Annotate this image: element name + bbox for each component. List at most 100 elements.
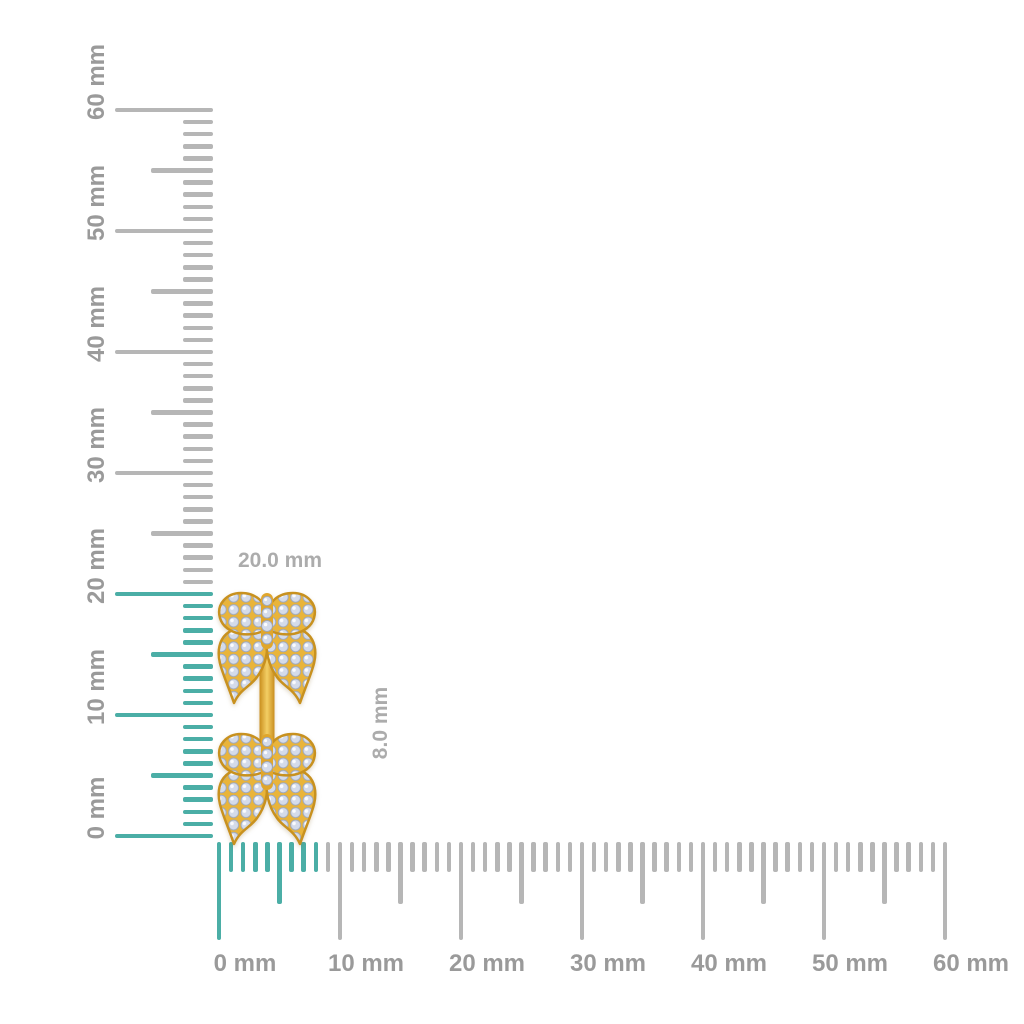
- ruler-tick: [712, 842, 718, 872]
- ruler-label: 60 mm: [83, 43, 110, 121]
- ruler-label: 50 mm: [811, 950, 889, 977]
- ruler-tick: [289, 842, 294, 872]
- ruler-tick: [652, 842, 657, 872]
- ruler-tick: [183, 724, 213, 730]
- ruler-tick: [183, 398, 213, 403]
- ruler-tick: [507, 842, 512, 872]
- ruler-tick: [531, 842, 536, 872]
- ruler-tick: [761, 842, 766, 904]
- ruler-tick: [183, 676, 213, 681]
- ruler-tick: [183, 119, 213, 125]
- ruler-tick: [422, 842, 427, 872]
- ruler-tick: [724, 842, 730, 872]
- ruler-tick: [216, 842, 222, 940]
- ruler-tick: [183, 277, 213, 282]
- ruler-tick: [773, 842, 778, 872]
- ruler-tick: [183, 446, 213, 452]
- ruler-tick: [616, 842, 621, 872]
- ruler-tick: [183, 144, 213, 149]
- ruler-tick: [337, 842, 343, 940]
- ruler-tick: [183, 482, 213, 488]
- ruler-tick: [277, 842, 282, 904]
- ruler-tick: [183, 519, 213, 524]
- ruler-tick: [265, 842, 270, 872]
- ruler-tick: [398, 842, 403, 904]
- ruler-tick: [183, 688, 213, 694]
- ruler-tick: [115, 349, 213, 355]
- ruler-tick: [228, 842, 234, 872]
- ruler-tick: [151, 289, 213, 294]
- ruler-tick: [676, 842, 682, 872]
- ruler-tick: [151, 652, 213, 657]
- ruler-tick: [183, 603, 213, 609]
- ruler-tick: [543, 842, 548, 872]
- ruler-tick: [361, 842, 367, 872]
- ruler-tick: [183, 386, 213, 391]
- ruler-tick: [183, 325, 213, 331]
- ruler-label: 30 mm: [83, 406, 110, 484]
- ruler-tick: [183, 204, 213, 210]
- earring-illustration: [217, 591, 317, 846]
- ruler-tick: [183, 749, 213, 754]
- ruler-label: 0 mm: [213, 950, 277, 977]
- ruler-tick: [882, 842, 887, 904]
- ruler-tick: [115, 833, 213, 839]
- ruler-tick: [906, 842, 911, 872]
- ruler-tick: [374, 842, 379, 872]
- ruler-tick: [482, 842, 488, 872]
- ruler-tick: [640, 842, 645, 904]
- ruler-tick: [183, 252, 213, 258]
- ruler-tick: [749, 842, 754, 872]
- ruler-tick: [253, 842, 258, 872]
- ruler-tick: [183, 180, 213, 185]
- ruler-label: 20 mm: [83, 527, 110, 605]
- ruler-tick: [183, 821, 213, 827]
- ruler-tick: [183, 422, 213, 427]
- ruler-tick: [495, 842, 500, 872]
- ruler-tick: [603, 842, 609, 872]
- ruler-tick: [183, 373, 213, 379]
- ruler-tick: [434, 842, 440, 872]
- ruler-tick: [183, 507, 213, 512]
- ruler-tick: [115, 591, 213, 597]
- ruler-tick: [183, 301, 213, 306]
- ruler-label: 20 mm: [448, 950, 526, 977]
- ruler-tick: [183, 494, 213, 500]
- ruler-label: 60 mm: [932, 950, 1010, 977]
- ruler-tick: [183, 700, 213, 706]
- ruler-tick: [797, 842, 803, 872]
- ruler-tick: [183, 797, 213, 802]
- ruler-tick: [151, 531, 213, 536]
- ruler-tick: [930, 842, 936, 872]
- ruler-tick: [183, 156, 213, 161]
- ruler-tick: [240, 842, 246, 872]
- ruler-tick: [183, 785, 213, 790]
- ruler-tick: [325, 842, 331, 872]
- ruler-tick: [115, 228, 213, 234]
- ruler-tick: [664, 842, 669, 872]
- ruler-tick: [410, 842, 415, 872]
- ruler-tick: [349, 842, 355, 872]
- ruler-tick: [183, 361, 213, 367]
- ruler-tick: [737, 842, 742, 872]
- ruler-tick: [183, 664, 213, 669]
- ruler-tick: [918, 842, 924, 872]
- ruler-tick: [386, 842, 391, 872]
- ruler-tick: [183, 640, 213, 645]
- ruler-tick: [870, 842, 875, 872]
- ruler-tick: [894, 842, 899, 872]
- ruler-tick: [183, 458, 213, 464]
- ruler-tick: [183, 543, 213, 548]
- ruler-tick: [183, 555, 213, 560]
- ruler-tick: [591, 842, 597, 872]
- ruler-tick: [628, 842, 633, 872]
- width-dimension-label: 8.0 mm: [369, 686, 392, 760]
- ruler-tick: [183, 337, 213, 343]
- height-dimension-label: 20.0 mm: [237, 549, 323, 572]
- ruler-tick: [567, 842, 573, 872]
- ruler-tick: [579, 842, 585, 940]
- ruler-tick: [809, 842, 815, 872]
- ruler-tick: [833, 842, 839, 872]
- ruler-tick: [845, 842, 851, 872]
- ruler-tick: [183, 434, 213, 439]
